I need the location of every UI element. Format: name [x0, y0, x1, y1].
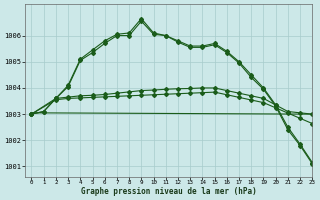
X-axis label: Graphe pression niveau de la mer (hPa): Graphe pression niveau de la mer (hPa) [81, 187, 257, 196]
